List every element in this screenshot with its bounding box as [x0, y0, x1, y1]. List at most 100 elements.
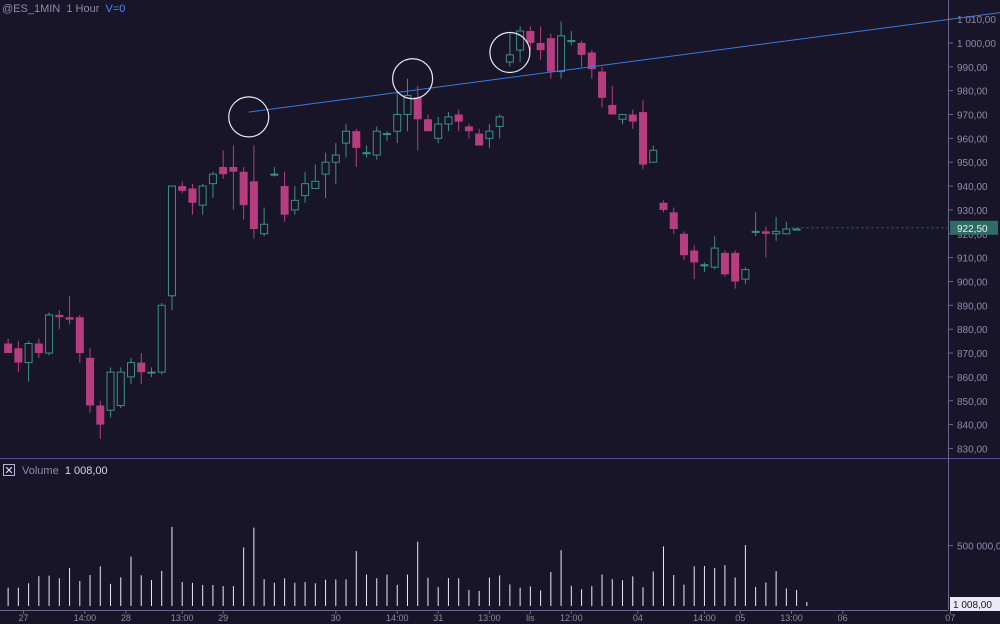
candle: [55, 310, 64, 330]
price-tick-label: 1 000,00: [957, 39, 996, 50]
candle-body: [311, 180, 320, 189]
candle: [372, 126, 381, 160]
time-tick-label: 30: [331, 613, 341, 623]
last-volume-label: 1 008,00: [953, 600, 992, 611]
candle-body: [423, 119, 432, 132]
symbol-label: @ES_1MIN: [2, 3, 61, 15]
price-tick-label: 920,00: [957, 230, 988, 241]
candle-body: [516, 30, 525, 51]
candle-body: [557, 35, 566, 73]
candle-body: [270, 173, 279, 176]
candle-body: [362, 152, 371, 155]
candle-body: [229, 166, 238, 172]
circle-marker: [392, 58, 434, 100]
candle-body: [14, 348, 23, 363]
candle: [331, 143, 340, 184]
time-tick-label: lis: [526, 613, 535, 623]
candle-body: [649, 149, 658, 163]
candle: [454, 109, 463, 132]
candle-body: [65, 317, 74, 320]
time-tick-label: 06: [838, 613, 848, 623]
candle: [260, 207, 269, 237]
candle-body: [383, 133, 391, 136]
candle: [167, 185, 176, 311]
interval-label: 1 Hour: [66, 3, 100, 15]
candle-body: [239, 171, 248, 206]
volume-panel[interactable]: [7, 526, 808, 606]
candle-body: [106, 371, 115, 411]
candle-body: [526, 31, 535, 43]
circle-marker: [228, 96, 270, 138]
time-tick-label: 05: [735, 613, 745, 623]
volume-header: Volume 1 008,00: [22, 465, 108, 477]
circle-marker: [489, 31, 531, 74]
candle-body: [608, 104, 617, 115]
candle-body: [55, 314, 64, 318]
candle: [516, 26, 525, 63]
candle: [495, 114, 504, 139]
price-tick-label: 900,00: [957, 277, 988, 288]
candle: [383, 131, 391, 141]
candle-body: [198, 185, 207, 206]
candle: [444, 112, 453, 132]
candle-body: [127, 362, 135, 378]
candle: [229, 145, 238, 210]
candle: [782, 221, 791, 235]
price-tick-label: 940,00: [957, 182, 988, 193]
candle: [301, 171, 310, 203]
candle-body: [577, 42, 586, 55]
candle-body: [772, 230, 781, 235]
candle: [4, 338, 13, 354]
candle: [198, 183, 207, 215]
candle-body: [761, 231, 770, 234]
time-tick-label: 27: [18, 613, 28, 623]
candle-body: [639, 112, 647, 165]
candle: [86, 348, 95, 413]
candle-body: [86, 357, 95, 406]
candle: [239, 166, 248, 220]
time-tick-label: 13:00: [171, 613, 194, 623]
candle-body: [700, 264, 709, 267]
trendline: [248, 12, 1000, 113]
volume-value: 1 008,00: [64, 465, 108, 477]
candle: [679, 231, 688, 261]
candle-body: [342, 130, 351, 144]
candle-body: [188, 188, 197, 203]
candle: [311, 164, 320, 189]
candle-body: [393, 114, 402, 132]
price-tick-label: 980,00: [957, 87, 988, 98]
candle: [393, 90, 402, 144]
candle: [270, 166, 279, 177]
time-tick-label: 07: [945, 613, 955, 623]
price-panel[interactable]: [4, 0, 1000, 439]
candle-body: [710, 247, 719, 268]
candle: [249, 145, 258, 239]
candle-body: [618, 114, 627, 120]
candle: [352, 128, 361, 167]
candle: [137, 353, 146, 385]
candle: [342, 124, 351, 158]
candle: [24, 341, 33, 382]
candle-body: [720, 252, 729, 275]
candle: [772, 217, 781, 241]
candle-body: [679, 233, 688, 256]
candle-body: [137, 362, 146, 373]
time-tick-label: 28: [121, 613, 131, 623]
price-tick-label: 840,00: [957, 421, 988, 432]
price-tick-label: 1 010,00: [957, 15, 996, 26]
candle: [423, 114, 432, 132]
close-icon[interactable]: ✕: [3, 464, 15, 477]
candle-body: [751, 230, 760, 233]
candle: [628, 109, 637, 129]
candle: [618, 114, 627, 125]
candle: [127, 357, 135, 385]
candle: [505, 33, 514, 67]
candle: [96, 400, 105, 439]
candle-body: [167, 185, 176, 297]
candle-body: [475, 133, 484, 146]
time-tick-label: 14:00: [74, 613, 97, 623]
price-tick-label: 930,00: [957, 206, 988, 217]
candle: [188, 183, 197, 215]
candle: [362, 145, 371, 158]
